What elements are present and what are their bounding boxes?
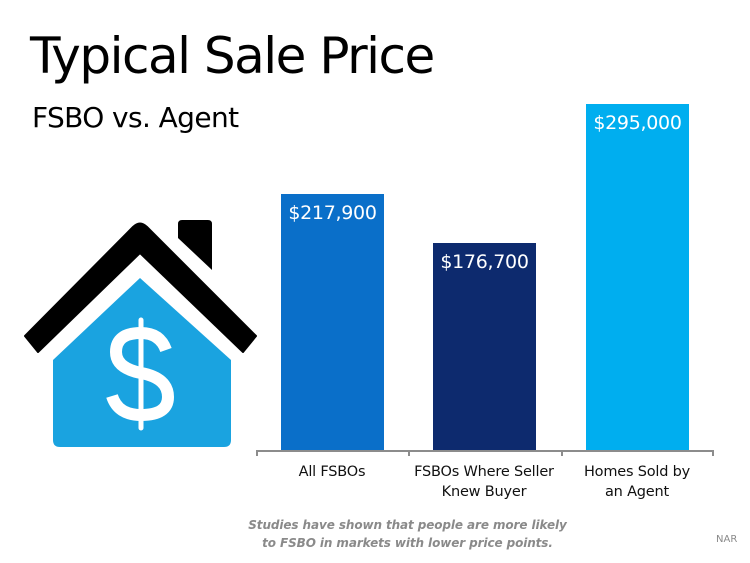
- bar-homes-sold-by-agent: $295,000: [586, 104, 689, 450]
- x-axis-category-label: Homes Sold by an Agent: [562, 462, 712, 502]
- x-axis-tick: [408, 450, 410, 456]
- category-line-2: an Agent: [604, 484, 669, 500]
- category-line-1: All FSBOs: [298, 464, 366, 480]
- page-subtitle: FSBO vs. Agent: [32, 101, 239, 134]
- footnote: Studies have shown that people are more …: [240, 516, 575, 552]
- x-axis-line: [256, 450, 714, 452]
- footnote-line-2: to FSBO in markets with lower price poin…: [262, 536, 553, 550]
- roof-shape: [24, 222, 257, 353]
- category-line-1: FSBOs Where Seller: [414, 464, 554, 480]
- x-axis-tick: [561, 450, 563, 456]
- dollar-sign-icon: [106, 317, 175, 431]
- x-axis-category-label: FSBOs Where Seller Knew Buyer: [409, 462, 559, 502]
- house-dollar-icon: [24, 220, 257, 447]
- bar-fsbos-knew-buyer: $176,700: [433, 243, 536, 450]
- source-label: NAR: [716, 534, 738, 545]
- bar-value-label: $217,900: [288, 202, 377, 224]
- bar-value-label: $176,700: [440, 251, 529, 273]
- bar-value-label: $295,000: [593, 112, 682, 134]
- page-title: Typical Sale Price: [30, 27, 435, 85]
- chimney-shape: [178, 220, 212, 270]
- bar-all-fsbos: $217,900: [281, 194, 384, 450]
- category-line-1: Homes Sold by: [583, 464, 691, 480]
- footnote-line-1: Studies have shown that people are more …: [248, 518, 567, 532]
- category-line-2: Knew Buyer: [441, 484, 527, 500]
- x-axis-category-label: All FSBOs: [257, 462, 407, 482]
- x-axis-tick: [256, 450, 258, 456]
- x-axis-tick: [712, 450, 714, 456]
